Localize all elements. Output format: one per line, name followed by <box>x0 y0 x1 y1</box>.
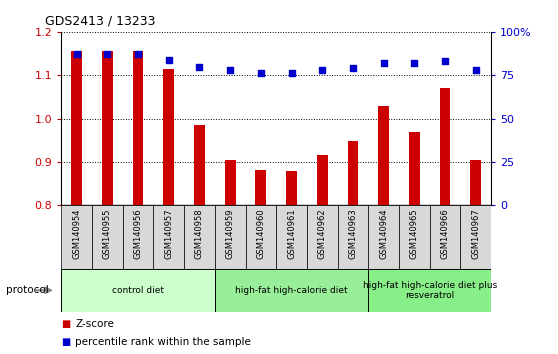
Text: GSM140954: GSM140954 <box>72 209 81 259</box>
Bar <box>123 205 153 269</box>
Text: GSM140965: GSM140965 <box>410 209 419 259</box>
Text: ■: ■ <box>61 319 71 329</box>
Text: high-fat high-calorie diet plus
resveratrol: high-fat high-calorie diet plus resverat… <box>363 281 497 300</box>
Bar <box>184 205 215 269</box>
Text: percentile rank within the sample: percentile rank within the sample <box>75 337 251 347</box>
Bar <box>307 205 338 269</box>
Text: GSM140963: GSM140963 <box>348 209 358 259</box>
Bar <box>460 205 491 269</box>
Point <box>318 67 327 73</box>
Bar <box>215 269 368 312</box>
Bar <box>338 205 368 269</box>
Bar <box>225 160 235 205</box>
Text: high-fat high-calorie diet: high-fat high-calorie diet <box>235 286 348 295</box>
Point <box>471 67 480 73</box>
Text: control diet: control diet <box>112 286 164 295</box>
Bar <box>194 125 205 205</box>
Point <box>348 65 358 71</box>
Text: Z-score: Z-score <box>75 319 114 329</box>
Bar <box>61 269 215 312</box>
Point <box>103 52 112 57</box>
Bar <box>348 141 358 205</box>
Bar <box>215 205 246 269</box>
Bar <box>378 105 389 205</box>
Point <box>165 57 174 62</box>
Point <box>195 64 204 69</box>
Bar <box>256 170 266 205</box>
Bar <box>409 132 420 205</box>
Text: GSM140958: GSM140958 <box>195 209 204 259</box>
Point <box>257 71 266 76</box>
Bar <box>440 88 450 205</box>
Point <box>134 52 143 57</box>
Text: GSM140967: GSM140967 <box>471 209 480 259</box>
Text: GSM140959: GSM140959 <box>225 209 235 259</box>
Bar <box>61 205 92 269</box>
Bar <box>102 51 113 205</box>
Bar <box>368 205 399 269</box>
Bar <box>399 205 430 269</box>
Bar <box>153 205 184 269</box>
Text: GSM140956: GSM140956 <box>133 209 143 259</box>
Bar <box>286 171 297 205</box>
Point <box>225 67 235 73</box>
Bar <box>133 51 143 205</box>
Bar <box>430 205 460 269</box>
Text: GSM140960: GSM140960 <box>256 209 266 259</box>
Text: GSM140962: GSM140962 <box>318 209 327 259</box>
Bar <box>470 160 481 205</box>
Text: GSM140957: GSM140957 <box>164 209 174 259</box>
Bar <box>92 205 123 269</box>
Bar <box>276 205 307 269</box>
Text: GSM140961: GSM140961 <box>287 209 296 259</box>
Bar <box>246 205 276 269</box>
Point <box>410 60 418 66</box>
Point <box>73 52 81 57</box>
Point <box>379 60 388 66</box>
Text: ■: ■ <box>61 337 71 347</box>
Text: GSM140966: GSM140966 <box>440 209 450 259</box>
Bar <box>163 69 174 205</box>
Point <box>287 71 296 76</box>
Text: GDS2413 / 13233: GDS2413 / 13233 <box>45 14 155 27</box>
Text: protocol: protocol <box>6 285 49 295</box>
Bar <box>71 51 82 205</box>
Text: GSM140964: GSM140964 <box>379 209 388 259</box>
Bar <box>368 269 491 312</box>
Point <box>441 58 450 64</box>
Text: GSM140955: GSM140955 <box>103 209 112 259</box>
Bar <box>317 155 328 205</box>
